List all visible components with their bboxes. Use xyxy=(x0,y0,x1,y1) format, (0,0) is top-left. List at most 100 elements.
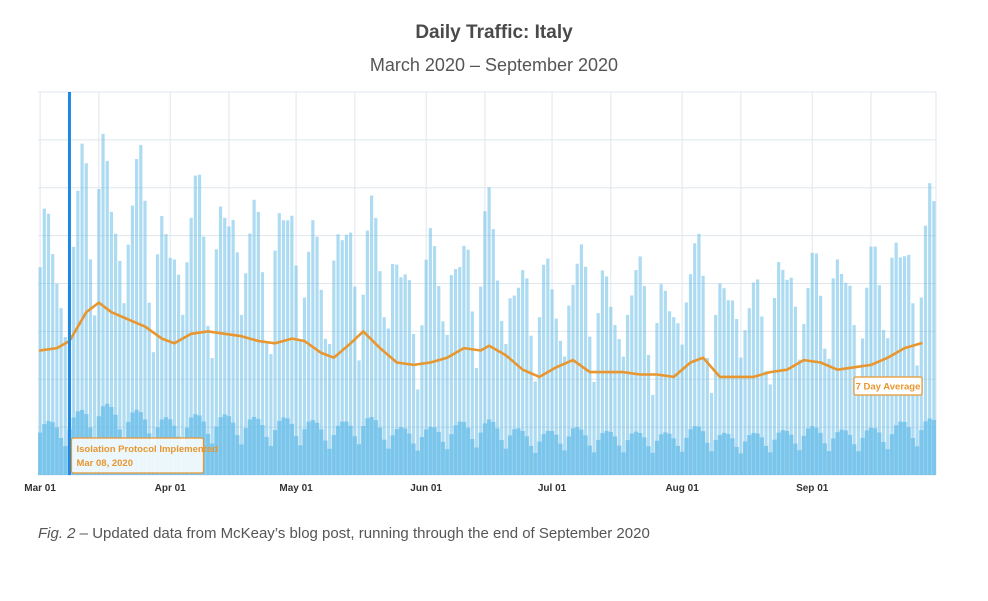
daily-bar xyxy=(411,333,416,475)
daily-bar-base xyxy=(831,438,836,475)
daily-bar-base xyxy=(541,434,546,475)
daily-bar-base xyxy=(306,421,311,475)
daily-bar xyxy=(114,233,118,475)
daily-bar-base xyxy=(751,432,756,475)
daily-bar-base xyxy=(298,445,303,475)
daily-bar-base xyxy=(910,438,916,475)
daily-bar xyxy=(491,229,495,475)
daily-bar-base xyxy=(881,441,886,475)
daily-bar-base xyxy=(868,427,874,475)
daily-bar-base xyxy=(600,433,605,475)
daily-bar xyxy=(235,252,239,475)
daily-bar xyxy=(403,274,407,475)
daily-bar xyxy=(55,283,59,475)
daily-bar-base xyxy=(835,432,840,475)
daily-bar xyxy=(231,219,235,475)
daily-bar xyxy=(479,286,483,475)
caption-prefix: Fig. 2 – xyxy=(38,525,89,542)
daily-bar xyxy=(185,262,189,475)
daily-bar xyxy=(781,269,785,475)
daily-bar-base xyxy=(659,434,664,475)
daily-bar-base xyxy=(327,448,332,475)
daily-bar-base xyxy=(344,421,349,475)
daily-bar xyxy=(915,365,919,475)
daily-bar-base xyxy=(671,438,676,475)
daily-bar-base xyxy=(482,423,487,475)
daily-bar-base xyxy=(260,425,265,475)
daily-bar xyxy=(730,300,735,475)
daily-bar-base xyxy=(789,434,794,475)
daily-bar-base xyxy=(612,436,618,475)
daily-bar-base xyxy=(545,430,550,475)
daily-bar-base xyxy=(633,431,639,475)
daily-bar-base xyxy=(680,451,685,475)
daily-bar xyxy=(701,275,705,475)
daily-bar-base xyxy=(889,434,895,475)
daily-bar xyxy=(625,314,630,475)
daily-bar xyxy=(307,251,311,475)
daily-bar xyxy=(244,273,248,475)
daily-bar xyxy=(407,280,411,475)
daily-bar xyxy=(533,381,537,475)
daily-bar xyxy=(588,336,592,475)
daily-bar-base xyxy=(696,426,702,475)
daily-bar-base xyxy=(281,417,286,475)
daily-bar xyxy=(126,244,130,475)
daily-bar-base xyxy=(50,422,55,475)
daily-bar xyxy=(705,357,709,475)
daily-bar-base xyxy=(717,435,722,475)
daily-bar xyxy=(651,394,655,475)
daily-bar xyxy=(474,367,479,475)
daily-bar xyxy=(256,211,260,475)
daily-bar xyxy=(688,274,693,475)
daily-bar xyxy=(441,321,445,475)
daily-bar xyxy=(743,330,747,475)
daily-bar-base xyxy=(805,428,811,475)
daily-bar-base xyxy=(554,434,559,475)
daily-bar-base xyxy=(252,416,257,475)
daily-bar-base xyxy=(285,418,290,475)
daily-bar-base xyxy=(415,450,420,475)
daily-bar xyxy=(483,211,487,475)
daily-bar-base xyxy=(692,426,697,475)
daily-bar xyxy=(537,317,542,475)
daily-bar-base xyxy=(738,453,743,475)
daily-bar xyxy=(869,246,873,475)
daily-bar-base xyxy=(596,439,601,475)
daily-bar xyxy=(428,228,432,475)
daily-bar xyxy=(164,234,168,475)
daily-bar-base xyxy=(763,445,769,475)
daily-bar xyxy=(613,324,617,475)
daily-bar-base xyxy=(226,416,232,475)
daily-bar-base xyxy=(608,431,613,475)
daily-bar xyxy=(466,249,470,475)
daily-bar-base xyxy=(755,433,760,475)
daily-bar-base xyxy=(688,429,693,475)
daily-bar-base xyxy=(407,433,412,475)
daily-bar xyxy=(223,217,227,475)
daily-bar-base xyxy=(432,427,437,475)
daily-bar-base xyxy=(646,446,651,475)
daily-bar xyxy=(848,285,852,475)
daily-bar xyxy=(453,269,458,475)
daily-bar-base xyxy=(822,443,827,475)
daily-bar-base xyxy=(587,445,592,475)
daily-bar-base xyxy=(516,428,521,475)
daily-bar-base xyxy=(826,451,832,475)
daily-bar-base xyxy=(499,440,504,475)
daily-bar xyxy=(399,277,403,475)
event-annotation-label: Isolation Protocol Implemented xyxy=(76,444,218,455)
daily-bar xyxy=(655,323,659,475)
daily-bar xyxy=(819,295,823,475)
daily-bar-base xyxy=(650,452,655,475)
daily-bar-base xyxy=(319,429,324,475)
daily-bar-base xyxy=(604,430,609,475)
daily-bar xyxy=(487,187,491,475)
daily-bar-base xyxy=(734,446,739,475)
daily-bar xyxy=(365,230,370,475)
daily-bar-base xyxy=(856,451,861,475)
daily-bar-base xyxy=(663,432,668,475)
average-label: 7 Day Average xyxy=(856,382,921,393)
daily-bar xyxy=(902,256,907,475)
daily-bar-base xyxy=(575,426,580,475)
